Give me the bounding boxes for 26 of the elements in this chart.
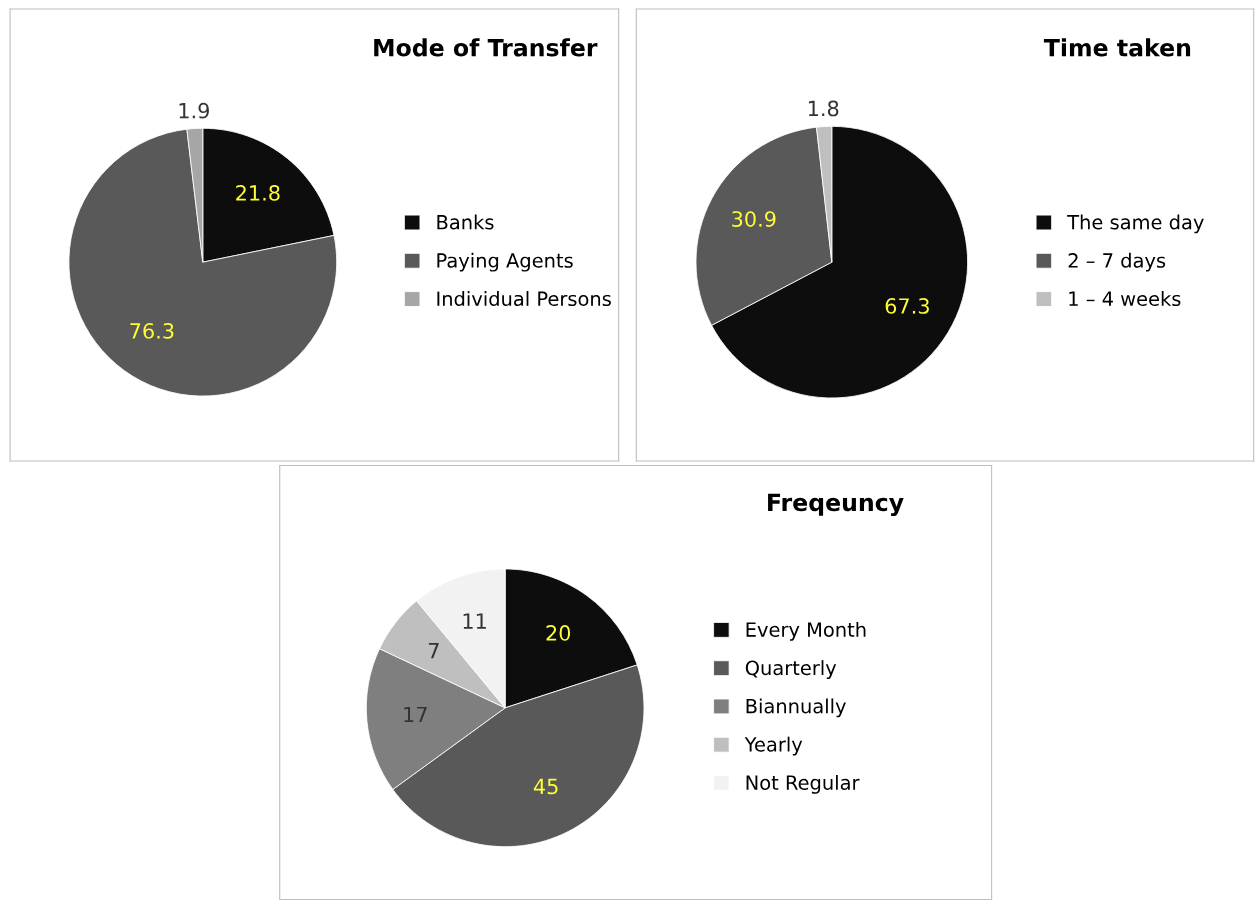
legend-label: The same day: [1067, 214, 1204, 234]
data-label: 1.8: [808, 100, 839, 117]
legend-label: Individual Persons: [437, 291, 611, 307]
data-label: 67.3: [885, 298, 929, 314]
legend-label: Quarterly: [745, 660, 837, 679]
data-label: 30.9: [732, 211, 776, 227]
legend-label: Every Month: [746, 621, 866, 641]
data-label: 76.3: [130, 323, 174, 339]
chart-title: Mode of Transfer: [374, 38, 598, 57]
data-label: 20: [546, 625, 571, 641]
legend-label: Biannually: [746, 698, 846, 718]
pie-slice: [68, 128, 338, 397]
legend-label: Yearly: [744, 736, 803, 756]
chart-title: Time taken: [1043, 38, 1191, 57]
data-label: 1.9: [179, 102, 209, 119]
data-label: 45: [533, 778, 558, 795]
data-label: 17: [404, 706, 427, 723]
legend-label: 2 – 7 days: [1068, 252, 1166, 272]
data-label: 11: [463, 613, 486, 629]
legend-label: Banks: [437, 214, 494, 230]
legend-label: Not Regular: [746, 774, 860, 794]
legend-label: Paying Agents: [437, 252, 573, 272]
chart-title: Freqeuncy: [768, 493, 904, 517]
data-label: 7: [428, 643, 439, 659]
data-label: 21.8: [236, 185, 280, 201]
legend-label: 1 – 4 weeks: [1069, 291, 1181, 307]
